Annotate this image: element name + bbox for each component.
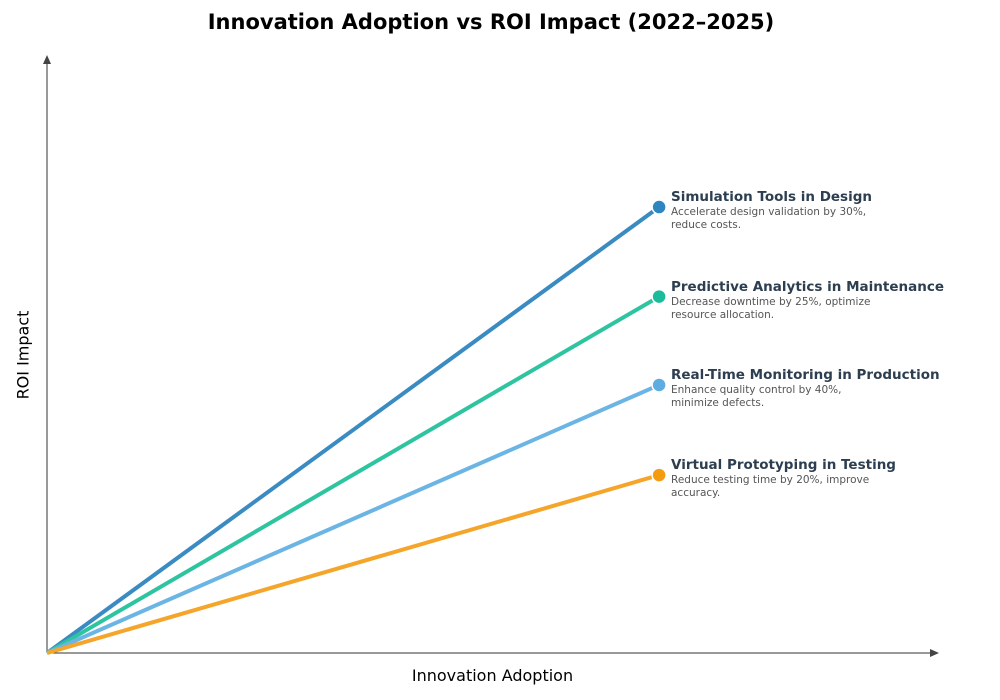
annotation-description: Accelerate design validation by 30%, red… bbox=[671, 206, 867, 232]
x-axis-arrow-icon bbox=[930, 649, 939, 657]
series-endpoint-marker-3 bbox=[651, 377, 667, 393]
series-endpoint-marker-1 bbox=[651, 199, 667, 215]
annotation-description: Enhance quality control by 40%, minimize… bbox=[671, 383, 842, 409]
series-endpoint-marker-2 bbox=[651, 288, 667, 305]
annotation-title: Real-Time Monitoring in Production bbox=[671, 366, 940, 383]
series-line-2 bbox=[45, 294, 661, 655]
y-axis-arrow-icon bbox=[43, 55, 51, 64]
series-line-3 bbox=[46, 383, 660, 655]
annotation-description: Decrease downtime by 25%, optimize resou… bbox=[671, 295, 871, 321]
series-annotation: Real-Time Monitoring in Production Enhanc… bbox=[671, 367, 971, 410]
annotation-title: Predictive Analytics in Maintenance bbox=[671, 278, 944, 295]
annotation-description: Reduce testing time by 20%, improve accu… bbox=[671, 474, 870, 500]
series-endpoint-marker-4 bbox=[651, 467, 667, 483]
series-line-1 bbox=[45, 205, 661, 655]
series-annotation: Virtual Prototyping in Testing Reduce tes… bbox=[671, 457, 971, 500]
annotation-title: Virtual Prototyping in Testing bbox=[671, 457, 896, 474]
x-axis-label: Innovation Adoption bbox=[411, 666, 574, 685]
chart-title: Innovation Adoption vs ROI Impact (2022–… bbox=[207, 10, 775, 34]
y-axis-label: ROI Impact bbox=[13, 310, 33, 400]
series-line-4 bbox=[46, 473, 660, 655]
series-annotation: Predictive Analytics in Maintenance Decre… bbox=[671, 279, 971, 322]
annotation-title: Simulation Tools in Design bbox=[671, 189, 872, 206]
series-annotation: Simulation Tools in Design Accelerate des… bbox=[671, 189, 971, 232]
